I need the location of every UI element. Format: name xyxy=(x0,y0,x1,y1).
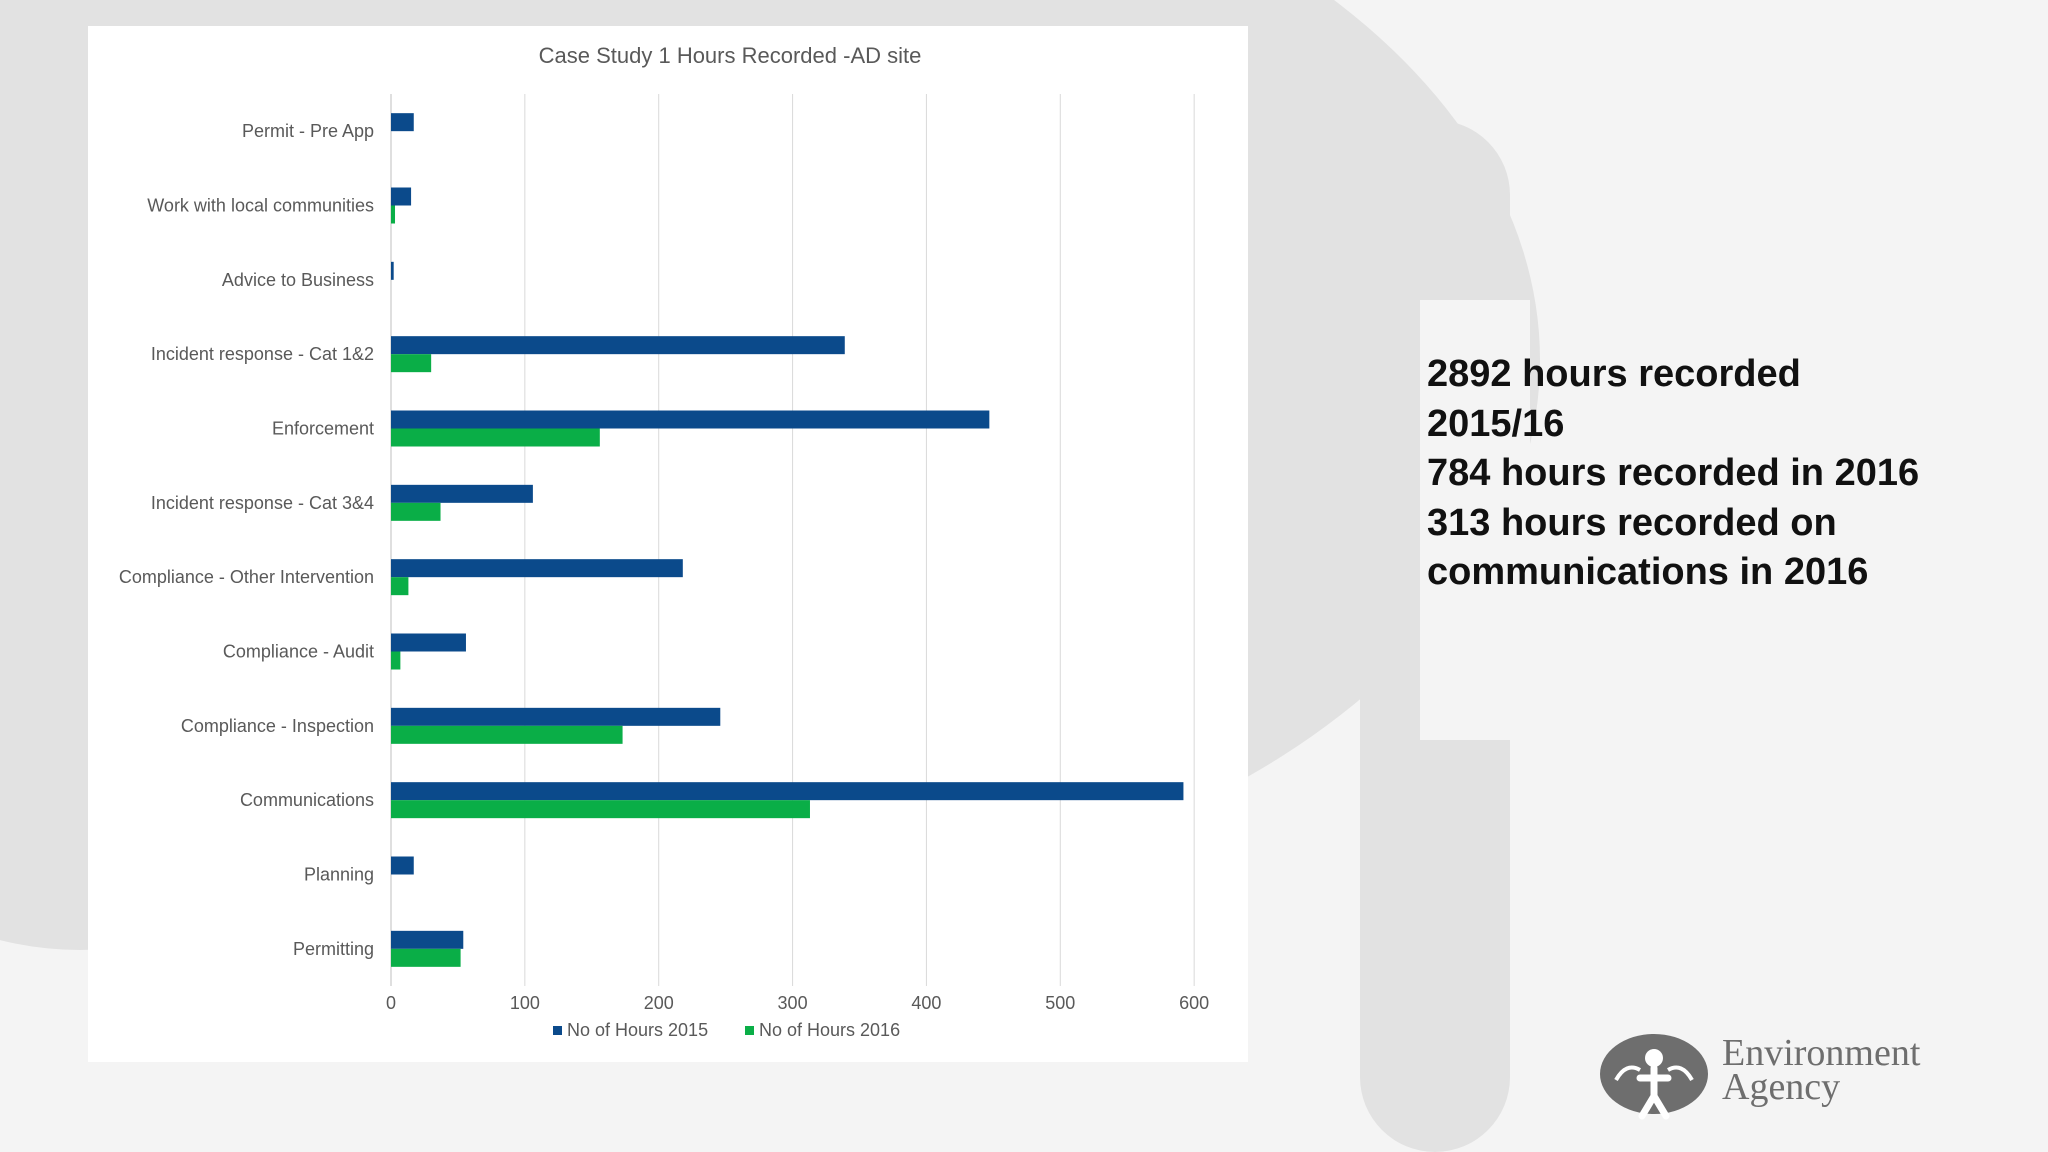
x-tick-label: 200 xyxy=(644,993,674,1013)
category-label: Compliance - Inspection xyxy=(181,716,374,736)
bar-2016-3 xyxy=(391,354,432,373)
bar-2015-11 xyxy=(391,930,464,949)
legend-swatch-2016 xyxy=(745,1026,754,1035)
legend-swatch-2015 xyxy=(553,1026,562,1035)
bar-2016-4 xyxy=(391,428,600,447)
bar-2015-8 xyxy=(391,707,721,726)
bar-2016-1 xyxy=(391,205,396,224)
x-axis-ticks: 0100200300400500600700 xyxy=(386,993,1209,1013)
environment-agency-logo: Environment Agency xyxy=(1596,1030,2016,1122)
x-tick-label: 300 xyxy=(778,993,808,1013)
x-tick-label: 500 xyxy=(1045,993,1075,1013)
category-label: Compliance - Audit xyxy=(223,642,374,662)
bar-2015-2 xyxy=(391,261,394,280)
bar-2016-7 xyxy=(391,651,401,670)
bar-2015-7 xyxy=(391,633,466,652)
bars xyxy=(391,113,1184,967)
category-label: Compliance - Other Intervention xyxy=(119,567,374,587)
bar-2015-5 xyxy=(391,484,533,503)
chart-title: Case Study 1 Hours Recorded -AD site xyxy=(539,43,922,68)
legend-label-2016: No of Hours 2016 xyxy=(759,1020,900,1040)
bar-2015-9 xyxy=(391,782,1184,801)
bar-2015-6 xyxy=(391,559,683,578)
category-label: Permitting xyxy=(293,939,374,959)
category-label: Incident response - Cat 3&4 xyxy=(151,493,374,513)
category-label: Work with local communities xyxy=(147,196,374,216)
logo-text: Environment Agency xyxy=(1722,1032,1921,1108)
bar-2016-5 xyxy=(391,502,441,521)
bar-2015-10 xyxy=(391,856,414,875)
bar-2015-3 xyxy=(391,336,845,355)
gridlines xyxy=(390,94,1195,986)
tree-logo-icon xyxy=(1600,1034,1708,1120)
bar-2015-4 xyxy=(391,410,990,429)
category-label: Planning xyxy=(304,865,374,885)
chart-panel: Case Study 1 Hours Recorded -AD site Per… xyxy=(88,26,1248,1062)
category-label: Incident response - Cat 1&2 xyxy=(151,344,374,364)
bar-2015-1 xyxy=(391,187,412,206)
summary-line-4: 313 hours recorded on xyxy=(1427,501,1837,544)
summary-line-1: 2892 hours recorded xyxy=(1427,353,1801,395)
bar-2016-9 xyxy=(391,800,810,819)
bar-2016-8 xyxy=(391,725,623,744)
bar-2016-6 xyxy=(391,577,409,596)
x-tick-label: 0 xyxy=(386,993,396,1013)
category-label: Communications xyxy=(240,790,374,810)
category-labels: Permit - Pre App Work with local communit… xyxy=(119,121,374,959)
category-label: Enforcement xyxy=(272,419,374,439)
summary-line-5: communications in 2016 xyxy=(1427,551,1869,593)
logo-text-line2: Agency xyxy=(1722,1066,1841,1108)
summary-text: 2892 hours recorded 2015/16 784 hours re… xyxy=(1427,350,1987,598)
bar-2015-0 xyxy=(391,113,414,132)
summary-line-3: 784 hours recorded in 2016 xyxy=(1427,452,1920,494)
summary-line-2: 2015/16 xyxy=(1427,402,1565,445)
bar-2016-11 xyxy=(391,948,461,967)
logo-text-line1: Environment xyxy=(1722,1032,1921,1074)
category-label: Advice to Business xyxy=(222,270,374,290)
x-tick-label: 100 xyxy=(510,993,540,1013)
chart-legend: No of Hours 2015 No of Hours 2016 xyxy=(553,1020,900,1040)
x-tick-label: 400 xyxy=(911,993,941,1013)
legend-label-2015: No of Hours 2015 xyxy=(567,1020,708,1040)
x-tick-label: 600 xyxy=(1179,993,1209,1013)
category-label: Permit - Pre App xyxy=(242,121,374,141)
bar-chart: Case Study 1 Hours Recorded -AD site Per… xyxy=(119,43,1209,1040)
